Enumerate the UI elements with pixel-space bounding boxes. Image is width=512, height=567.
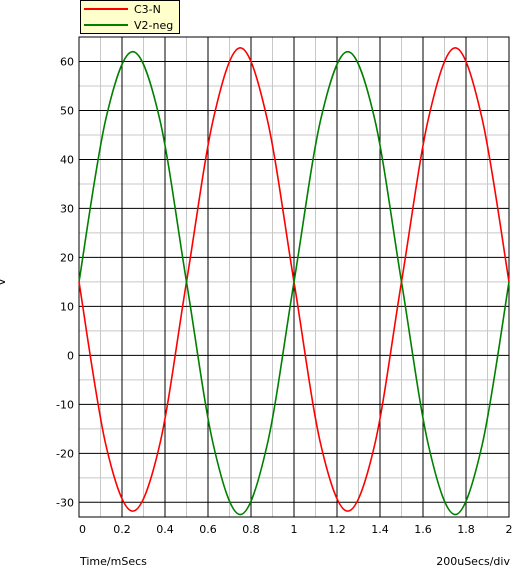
x-tick-label: 1: [291, 523, 298, 536]
legend-label-c3-n: C3-N: [134, 3, 161, 16]
series-line-v2-neg: [78, 50, 510, 516]
y-tick-label: -30: [56, 496, 74, 509]
y-tick-label: 30: [60, 202, 74, 215]
y-tick-label: -20: [56, 447, 74, 460]
series-layer: [78, 46, 510, 516]
x-tick-label: 1.6: [414, 523, 432, 536]
y-tick-label: 10: [60, 300, 74, 313]
y-tick-label: 40: [60, 153, 74, 166]
y-axis-label: V: [0, 278, 8, 286]
legend: C3-N V2-neg: [80, 0, 180, 34]
x-tick-label: 2: [506, 523, 512, 536]
x-tick-label: 0.6: [199, 523, 217, 536]
x-tick-label: 1.2: [328, 523, 346, 536]
x-tick-label: 0.2: [113, 523, 131, 536]
y-tick-label: 50: [60, 104, 74, 117]
x-tick-label: 0: [79, 523, 86, 536]
y-tick-label: -10: [56, 398, 74, 411]
y-tick-label: 0: [67, 349, 74, 362]
y-tick-label: 20: [60, 251, 74, 264]
x-tick-labels: 0 0.2 0.4 0.6 0.8 1 1.2 1.4 1.6 1.8 2: [79, 523, 512, 536]
x-tick-label: 1.4: [371, 523, 389, 536]
y-tick-label: 60: [60, 55, 74, 68]
x-tick-label: 1.8: [457, 523, 475, 536]
legend-box: [80, 0, 180, 34]
x-scale-label: 200uSecs/div: [436, 555, 510, 567]
x-axis-label: Time/mSecs: [79, 555, 147, 567]
legend-label-v2-neg: V2-neg: [134, 19, 173, 32]
x-tick-label: 0.8: [242, 523, 260, 536]
y-tick-labels: 60 50 40 30 20 10 0 -10 -20 -30: [56, 55, 74, 509]
x-tick-label: 0.4: [156, 523, 174, 536]
